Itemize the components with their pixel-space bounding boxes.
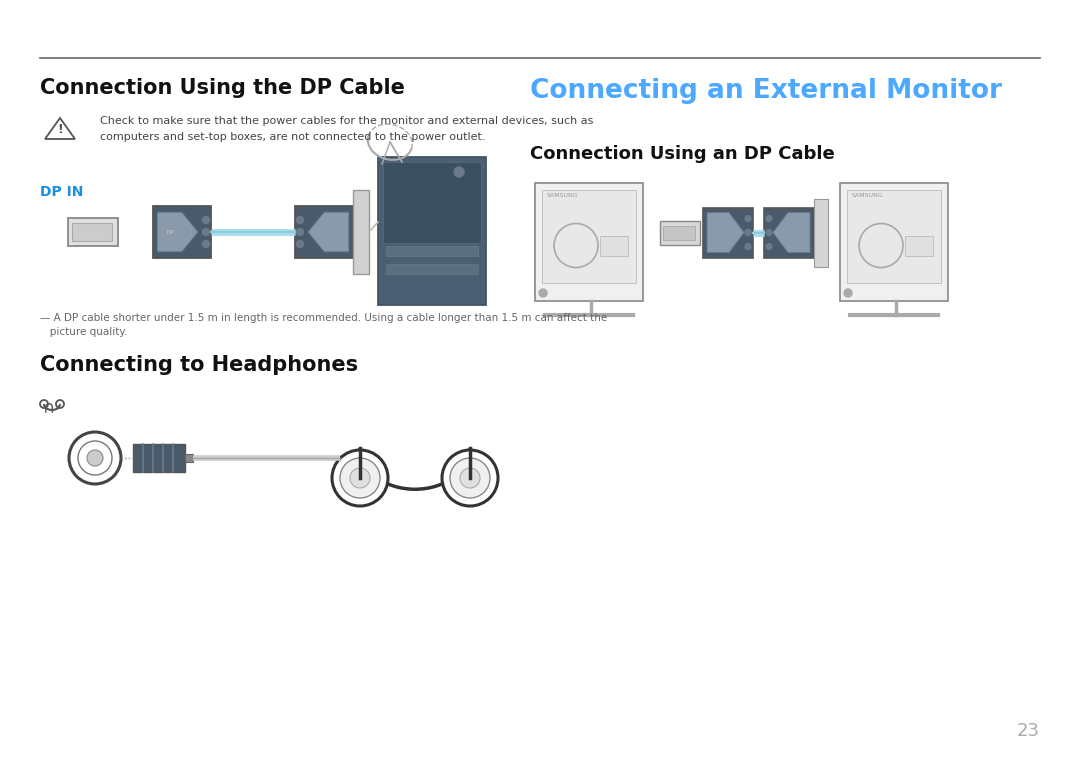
Text: picture quality.: picture quality. [40,327,127,337]
Text: SAMSUNG: SAMSUNG [546,193,579,198]
Text: Connecting to Headphones: Connecting to Headphones [40,355,359,375]
FancyBboxPatch shape [383,162,481,243]
FancyBboxPatch shape [814,198,828,266]
FancyBboxPatch shape [847,190,941,283]
Text: Connection Using an DP Cable: Connection Using an DP Cable [530,145,835,163]
Circle shape [766,216,772,221]
Circle shape [745,230,751,236]
Circle shape [297,217,303,224]
Circle shape [350,468,370,488]
FancyBboxPatch shape [542,190,636,283]
Circle shape [297,240,303,247]
Circle shape [87,450,103,466]
FancyBboxPatch shape [185,454,193,462]
Circle shape [442,450,498,506]
Text: DP IN: DP IN [40,185,83,199]
Text: DP: DP [166,230,174,234]
Polygon shape [157,212,199,252]
Circle shape [340,458,380,498]
Circle shape [203,217,210,224]
Polygon shape [773,213,810,253]
Text: — A DP cable shorter under 1.5 m in length is recommended. Using a cable longer : — A DP cable shorter under 1.5 m in leng… [40,313,607,323]
FancyBboxPatch shape [905,236,933,256]
Text: 23: 23 [1017,722,1040,740]
Circle shape [332,450,388,506]
FancyBboxPatch shape [153,206,211,258]
Circle shape [843,289,852,297]
Text: Check to make sure that the power cables for the monitor and external devices, s: Check to make sure that the power cables… [100,116,593,126]
Text: Connection Using the DP Cable: Connection Using the DP Cable [40,78,405,98]
Text: ∩: ∩ [43,398,55,416]
Circle shape [203,228,210,236]
FancyBboxPatch shape [663,226,696,240]
FancyBboxPatch shape [599,236,627,256]
Text: Connecting an External Monitor: Connecting an External Monitor [530,78,1002,104]
FancyBboxPatch shape [840,183,948,301]
FancyBboxPatch shape [386,246,478,256]
Circle shape [460,468,480,488]
FancyBboxPatch shape [295,206,353,258]
FancyBboxPatch shape [133,444,185,472]
FancyBboxPatch shape [535,183,643,301]
FancyBboxPatch shape [764,208,814,258]
Polygon shape [707,213,744,253]
Circle shape [454,167,464,177]
Circle shape [539,289,546,297]
Circle shape [766,243,772,250]
FancyBboxPatch shape [353,190,369,274]
Polygon shape [308,212,349,252]
Circle shape [745,243,751,250]
FancyBboxPatch shape [660,221,700,245]
Text: SAMSUNG: SAMSUNG [852,193,883,198]
Circle shape [203,240,210,247]
FancyBboxPatch shape [68,218,118,246]
FancyBboxPatch shape [72,223,112,241]
FancyBboxPatch shape [703,208,753,258]
Text: computers and set-top boxes, are not connected to the power outlet.: computers and set-top boxes, are not con… [100,132,486,142]
Circle shape [745,216,751,221]
Circle shape [297,228,303,236]
Text: !: ! [57,123,63,136]
Circle shape [450,458,490,498]
FancyBboxPatch shape [378,157,486,305]
Circle shape [766,230,772,236]
FancyBboxPatch shape [386,263,478,274]
